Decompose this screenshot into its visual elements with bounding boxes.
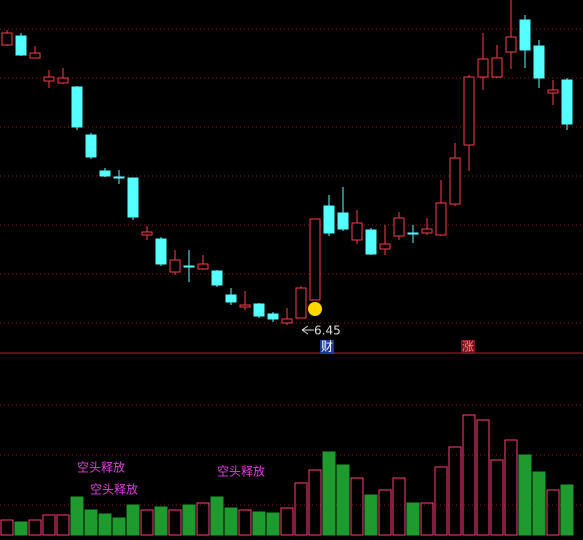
volume-bar <box>280 507 294 536</box>
candle-body <box>463 76 475 146</box>
volume-bar <box>154 506 168 536</box>
volume-bar <box>70 496 84 536</box>
candle-body <box>15 35 27 56</box>
marker-bg <box>320 340 334 354</box>
candle-body <box>547 89 559 94</box>
candle-body <box>127 177 139 218</box>
volume-bar <box>112 517 126 536</box>
candle-body <box>141 231 153 236</box>
candle-body <box>113 176 125 179</box>
candle-body <box>337 212 349 230</box>
volume-bar <box>336 464 350 536</box>
candle-body <box>197 263 209 270</box>
candle-body <box>295 287 307 319</box>
volume-bar <box>42 514 56 536</box>
candle-body <box>519 19 531 51</box>
candle-body <box>29 52 41 59</box>
volume-bar <box>28 519 42 536</box>
volume-bar <box>56 514 70 536</box>
annotation: 空头释放 <box>217 464 265 479</box>
candle-body <box>365 229 377 255</box>
candle-body <box>225 294 237 303</box>
volume-bar <box>84 509 98 536</box>
candle-body <box>477 58 489 78</box>
volume-bar <box>182 504 196 536</box>
candle-body <box>169 259 181 273</box>
candle-body <box>533 45 545 79</box>
candle-body <box>407 232 419 235</box>
smiley <box>308 302 322 316</box>
low-arrow <box>301 325 314 335</box>
candle-body <box>309 218 321 301</box>
candle-body <box>1 32 13 46</box>
candle-body <box>449 157 461 205</box>
volume-bar <box>546 489 560 536</box>
candle-body <box>253 303 265 317</box>
annotation: 空头释放 <box>90 482 138 497</box>
volume-bar <box>518 454 532 536</box>
low-label: 6.45 <box>314 324 341 338</box>
volume-bar <box>308 469 322 536</box>
candle-body <box>561 79 573 125</box>
candle-body <box>239 304 251 308</box>
volume-bar <box>196 502 210 536</box>
candle-body <box>211 270 223 286</box>
candle-body <box>505 36 517 53</box>
candle-body <box>323 205 335 234</box>
volume-bar <box>126 504 140 536</box>
volume-bar <box>0 519 14 536</box>
volume-bar <box>406 502 420 536</box>
volume-bar <box>224 507 238 536</box>
volume-bar <box>238 509 252 536</box>
volume-bar <box>252 511 266 536</box>
volume-bar <box>462 414 476 536</box>
candle-body <box>43 76 55 82</box>
volume-bar <box>140 509 154 536</box>
candle-body <box>379 243 391 250</box>
volume-bar <box>434 466 448 536</box>
volume-bar <box>392 477 406 536</box>
candle-body <box>351 222 363 241</box>
candle-body <box>435 202 447 236</box>
volume-bar <box>294 482 308 536</box>
marker: 涨 <box>462 339 474 354</box>
candle-body <box>99 170 111 177</box>
candle-body <box>85 134 97 158</box>
candle-body <box>267 313 279 320</box>
candle-body <box>393 217 405 237</box>
marker: 财 <box>321 340 333 354</box>
volume-bar <box>490 459 504 536</box>
volume-bar <box>448 446 462 536</box>
volume-bar <box>210 496 224 536</box>
volume-bar <box>532 471 546 536</box>
volume-bar <box>560 484 574 536</box>
candle-body <box>421 228 433 234</box>
volume-bar <box>98 513 112 536</box>
marker-bg <box>461 340 475 354</box>
volume-bar <box>322 451 336 536</box>
volume-bar <box>504 439 518 536</box>
volume-bar <box>350 477 364 536</box>
annotation: 空头释放 <box>77 460 125 475</box>
volume-bar <box>476 419 490 536</box>
candle-body <box>57 77 69 84</box>
candle-body <box>491 57 503 78</box>
candle-body <box>71 86 83 128</box>
candle-body <box>183 265 195 268</box>
volume-bar <box>364 494 378 536</box>
volume-bar <box>266 512 280 536</box>
volume-bar <box>420 502 434 536</box>
volume-bar <box>378 489 392 536</box>
volume-bar <box>14 521 28 536</box>
candle-body <box>281 318 293 324</box>
volume-bar <box>168 509 182 536</box>
candle-body <box>155 238 167 265</box>
